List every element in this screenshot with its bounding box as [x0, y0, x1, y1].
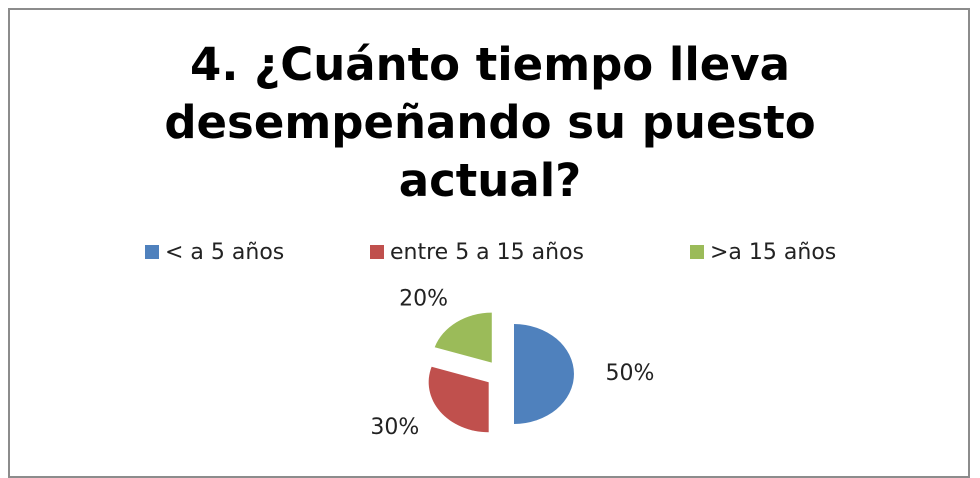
- pie-slice: [434, 312, 492, 363]
- legend-swatch: [145, 245, 159, 259]
- page: 4. ¿Cuánto tiempo lleva desempeñando su …: [8, 8, 970, 478]
- data-label: 20%: [399, 287, 448, 312]
- legend-label: entre 5 a 15 años: [390, 240, 584, 265]
- data-label: 30%: [370, 415, 419, 440]
- legend-swatch: [370, 245, 384, 259]
- pie-slice: [428, 366, 489, 433]
- legend-swatch: [690, 245, 704, 259]
- data-label: 50%: [606, 361, 655, 386]
- legend-label: >a 15 años: [710, 240, 836, 265]
- legend-label: < a 5 años: [165, 240, 284, 265]
- chart: < a 5 años entre 5 a 15 años >a 15 años 50%…: [145, 240, 836, 440]
- chart-title: 4. ¿Cuánto tiempo lleva desempeñando su …: [164, 38, 816, 207]
- pie-slice: [514, 324, 574, 424]
